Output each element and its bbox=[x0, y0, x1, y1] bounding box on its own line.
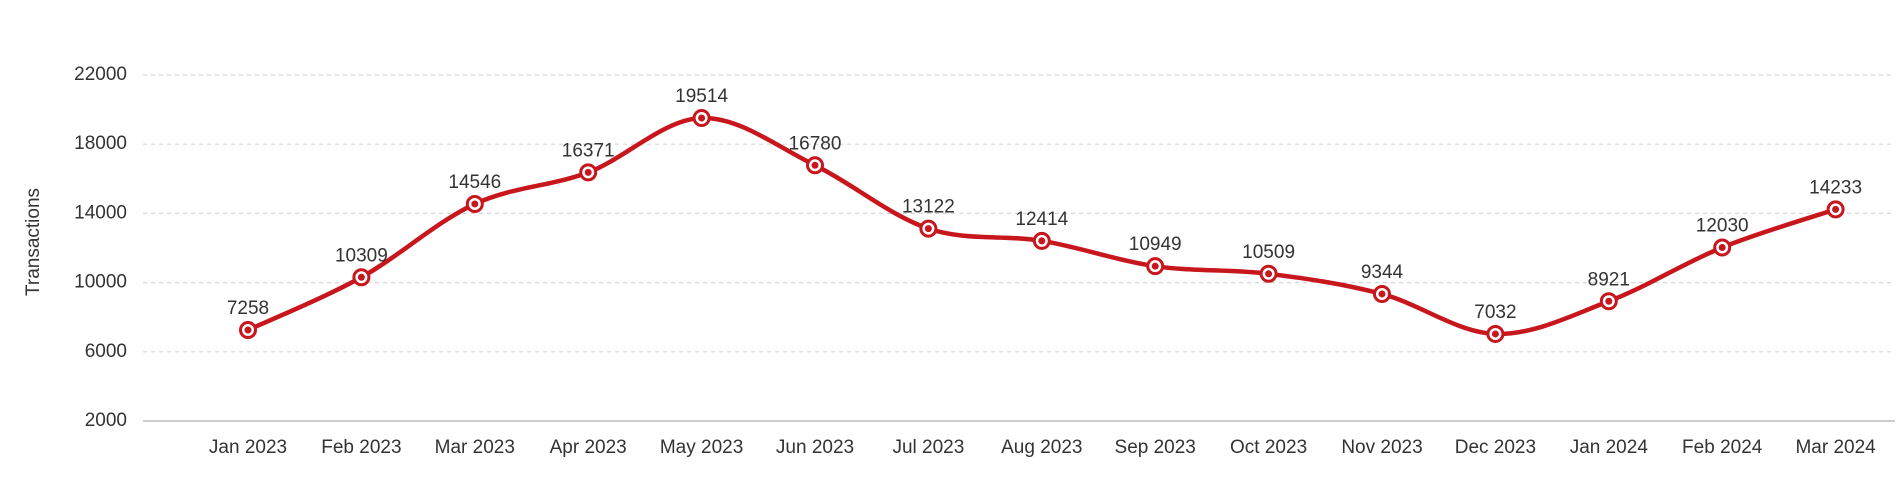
data-label: 12030 bbox=[1696, 215, 1749, 236]
data-label: 9344 bbox=[1361, 262, 1404, 283]
data-label: 10509 bbox=[1242, 242, 1295, 263]
data-point-center bbox=[698, 114, 706, 122]
data-point-center bbox=[1718, 243, 1726, 251]
x-tick-label: Sep 2023 bbox=[1115, 437, 1196, 458]
data-label: 7032 bbox=[1474, 302, 1516, 323]
x-tick-label: May 2023 bbox=[660, 437, 743, 458]
data-label: 7258 bbox=[227, 298, 269, 319]
data-label: 16371 bbox=[562, 140, 615, 161]
data-point-center bbox=[471, 200, 479, 208]
y-tick-label: 6000 bbox=[85, 341, 127, 362]
data-point-center bbox=[1378, 290, 1386, 298]
x-tick-label: Dec 2023 bbox=[1455, 437, 1536, 458]
y-tick-label: 14000 bbox=[74, 202, 127, 223]
data-point-center bbox=[1151, 262, 1159, 270]
data-label: 12414 bbox=[1015, 209, 1068, 230]
data-label: 10949 bbox=[1129, 234, 1182, 255]
x-tick-label: Jan 2023 bbox=[209, 437, 287, 458]
x-tick-label: Mar 2024 bbox=[1795, 437, 1876, 458]
data-point-center bbox=[1605, 297, 1613, 305]
x-tick-label: Nov 2023 bbox=[1341, 437, 1422, 458]
x-tick-label: Oct 2023 bbox=[1230, 437, 1307, 458]
y-tick-label: 18000 bbox=[74, 133, 127, 154]
x-tick-label: Jun 2023 bbox=[776, 437, 854, 458]
data-label: 19514 bbox=[675, 86, 728, 107]
data-point-center bbox=[924, 225, 932, 233]
y-tick-label: 10000 bbox=[74, 272, 127, 293]
data-point-center bbox=[357, 273, 365, 281]
data-point-center bbox=[244, 326, 252, 334]
data-point-center bbox=[1832, 205, 1840, 213]
data-label: 10309 bbox=[335, 245, 388, 266]
data-label: 14233 bbox=[1809, 177, 1862, 198]
x-tick-label: Apr 2023 bbox=[550, 437, 627, 458]
data-point-center bbox=[584, 168, 592, 176]
data-point-center bbox=[1491, 330, 1499, 338]
y-axis-label: Transactions bbox=[23, 188, 44, 296]
data-point-center bbox=[1265, 270, 1273, 278]
data-label: 8921 bbox=[1588, 269, 1630, 290]
x-tick-label: Feb 2023 bbox=[321, 437, 401, 458]
x-tick-label: Feb 2024 bbox=[1682, 437, 1763, 458]
y-tick-label: 2000 bbox=[85, 410, 127, 431]
data-label: 13122 bbox=[902, 197, 955, 218]
data-label: 16780 bbox=[789, 133, 842, 154]
data-label: 14546 bbox=[448, 172, 501, 193]
x-tick-label: Jan 2024 bbox=[1570, 437, 1649, 458]
x-tick-label: Mar 2023 bbox=[435, 437, 515, 458]
x-tick-label: Aug 2023 bbox=[1001, 437, 1082, 458]
data-point-center bbox=[1038, 237, 1046, 245]
data-point-center bbox=[811, 161, 819, 169]
y-tick-label: 22000 bbox=[74, 64, 127, 85]
x-tick-label: Jul 2023 bbox=[892, 437, 964, 458]
